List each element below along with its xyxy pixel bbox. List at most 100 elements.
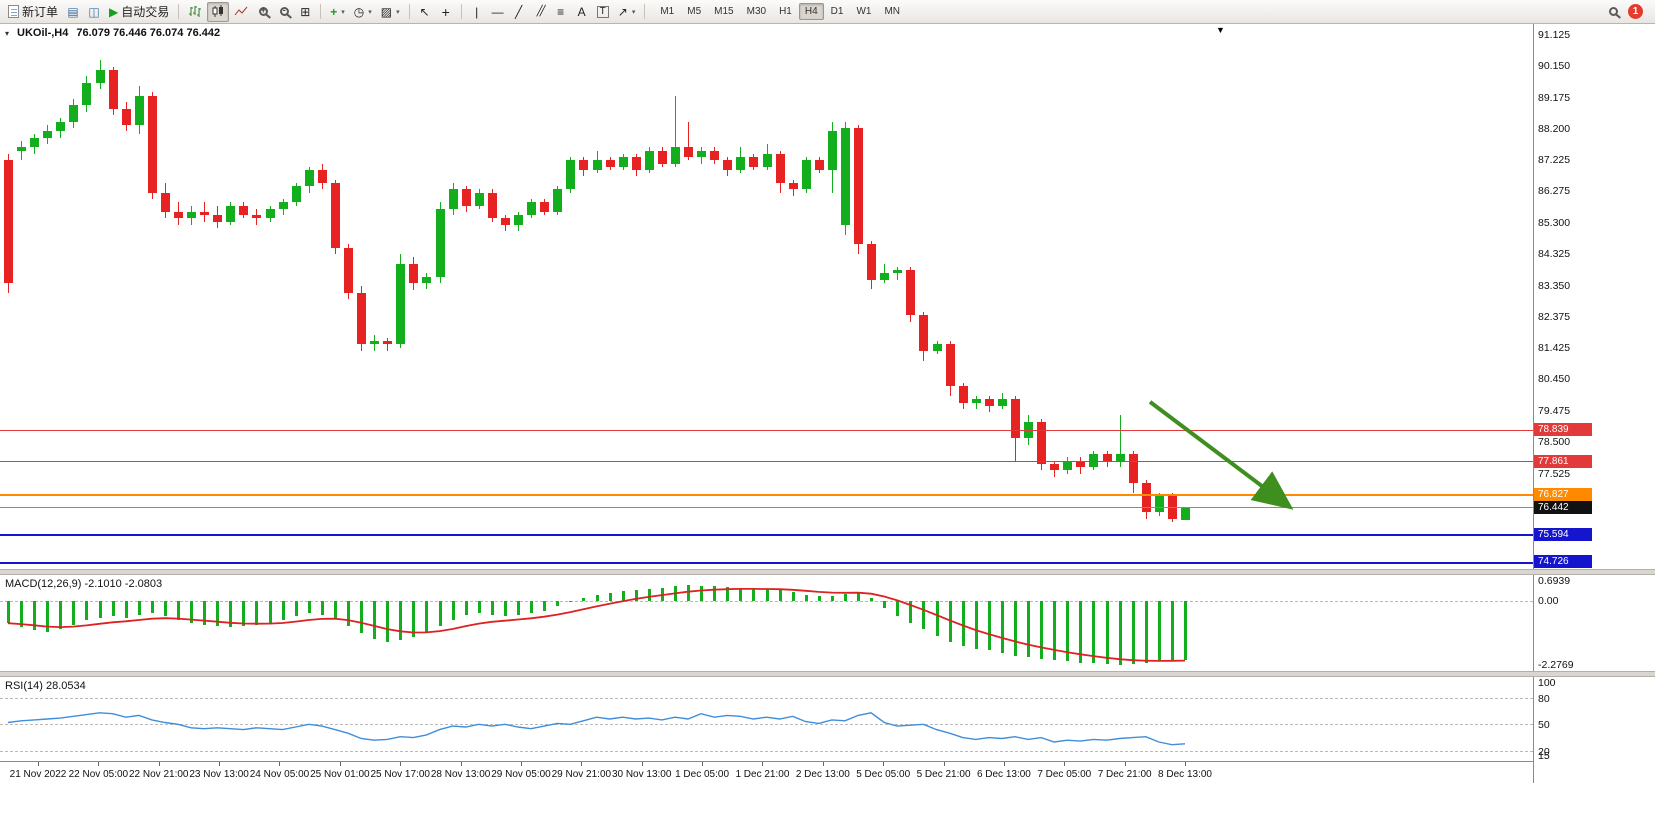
timeframe-button-h1[interactable]: H1 <box>779 6 792 17</box>
macd-histogram-bar <box>935 600 939 636</box>
navigator-button[interactable]: ◫ <box>84 2 104 22</box>
timeframe-button-d1[interactable]: D1 <box>830 6 844 17</box>
timeframe-button-w1[interactable]: W1 <box>856 6 872 17</box>
time-axis-label: 22 Nov 05:00 <box>68 769 129 780</box>
panel-divider[interactable] <box>0 671 1655 677</box>
market-watch-button[interactable]: ▤ <box>63 2 83 22</box>
fibonacci-button[interactable]: ≡ <box>551 2 571 22</box>
zoom-out-button[interactable]: - <box>274 2 294 22</box>
price-level-line[interactable] <box>0 461 1533 463</box>
time-axis-label: 6 Dec 13:00 <box>976 769 1031 780</box>
main-chart-panel[interactable]: ▾ UKOil-,H4 76.079 76.446 76.074 76.442 … <box>0 24 1533 569</box>
candle-up <box>827 131 837 170</box>
autotrading-button[interactable]: ▶ 自动交易 <box>105 2 173 22</box>
timeframe-button-m1[interactable]: M1 <box>660 6 675 17</box>
candle-down <box>788 182 798 190</box>
trend-arrow-annotation[interactable] <box>0 24 1533 569</box>
tile-windows-button[interactable]: ⊞ <box>295 2 315 22</box>
price-level-line[interactable] <box>0 534 1533 537</box>
candlestick-chart-button[interactable] <box>207 1 230 22</box>
candle-down <box>984 399 994 406</box>
time-axis-label: 29 Nov 21:00 <box>551 769 612 780</box>
macd-histogram-bar <box>111 600 115 617</box>
text-button[interactable]: A <box>572 2 592 22</box>
rsi-axis-label: 100 <box>1538 677 1556 689</box>
line-chart-button[interactable] <box>230 2 252 22</box>
chevron-down-icon: ▾ <box>368 8 372 16</box>
time-axis-label: 28 Nov 13:00 <box>430 769 491 780</box>
rsi-level-line <box>0 697 1533 699</box>
time-axis-tick <box>762 762 764 766</box>
price-level-line[interactable] <box>0 494 1533 497</box>
arrows-button[interactable]: ↗ ▾ <box>614 2 640 22</box>
candle-up <box>1063 460 1073 471</box>
macd-histogram-bar <box>203 600 207 625</box>
bar-chart-button[interactable] <box>184 2 206 22</box>
macd-histogram-bar <box>909 600 913 624</box>
macd-histogram-bar <box>320 600 324 615</box>
timeframe-button-m30[interactable]: M30 <box>746 6 767 17</box>
new-order-button[interactable]: 新订单 <box>4 2 62 22</box>
add-indicator-button[interactable]: + ▾ <box>326 2 349 22</box>
price-level-line[interactable] <box>0 429 1533 431</box>
periods-button[interactable]: ◷ ▾ <box>350 2 376 22</box>
template-icon: ▨ <box>380 4 393 19</box>
candle-down <box>1102 454 1112 461</box>
macd-axis[interactable]: 0.6939 0.00 -2.2769 <box>1533 575 1655 671</box>
zoom-in-button[interactable]: + <box>253 2 273 22</box>
macd-histogram-bar <box>1144 600 1148 663</box>
cursor-button[interactable]: ↖ <box>415 2 435 22</box>
time-axis-label: 24 Nov 05:00 <box>249 769 310 780</box>
crosshair-button[interactable]: + <box>436 2 456 22</box>
macd-histogram-bar <box>817 596 821 601</box>
candle-down <box>200 211 210 216</box>
price-axis-label: 78.500 <box>1538 436 1571 449</box>
horizontal-line-button[interactable]: — <box>488 2 508 22</box>
timeframe-button-m15[interactable]: M15 <box>714 6 734 17</box>
chart-shift-marker-icon[interactable]: ▼ <box>1216 25 1225 35</box>
candle-down <box>945 344 955 387</box>
notification-badge[interactable]: 1 <box>1628 4 1643 19</box>
vertical-line-button[interactable]: | <box>467 2 487 22</box>
candle-wick <box>204 202 206 222</box>
channel-button[interactable]: ╱╱ <box>530 2 550 22</box>
candle-up <box>56 121 66 132</box>
search-icon[interactable] <box>1609 7 1618 16</box>
macd-panel[interactable]: MACD(12,26,9) -2.1010 -2.0803 <box>0 575 1533 671</box>
template-button[interactable]: ▨ ▾ <box>377 2 404 22</box>
trendline-button[interactable]: ╱ <box>509 2 529 22</box>
panel-divider[interactable] <box>0 569 1655 575</box>
macd-histogram-bar <box>150 600 154 614</box>
text-icon: A <box>577 4 586 19</box>
price-tag: 74.726 <box>1534 555 1592 568</box>
macd-histogram-bar <box>399 600 403 641</box>
price-axis[interactable]: 78.839 77.861 76.827 76.442 75.594 74.726 91.1… <box>1533 24 1655 569</box>
candle-up <box>304 169 314 187</box>
macd-histogram-bar <box>857 592 861 601</box>
macd-histogram-bar <box>85 600 89 621</box>
timeframe-button-mn[interactable]: MN <box>884 6 901 17</box>
rsi-axis[interactable]: 100 80 50 20 15 <box>1533 677 1655 761</box>
candle-up <box>396 263 406 345</box>
macd-histogram-bar <box>1066 600 1070 662</box>
time-axis-label: 30 Nov 13:00 <box>611 769 672 780</box>
candle-up <box>82 82 92 106</box>
macd-histogram-bar <box>948 600 952 642</box>
candle-up <box>265 208 275 219</box>
rsi-panel[interactable]: RSI(14) 28.0534 <box>0 677 1533 761</box>
time-axis-tick <box>219 762 221 766</box>
symbol-dropdown-icon[interactable]: ▾ <box>5 28 10 38</box>
time-axis-label: 2 Dec 13:00 <box>795 769 850 780</box>
text-label-button[interactable]: T <box>593 2 613 22</box>
price-level-line[interactable] <box>0 562 1533 565</box>
timeframe-button-h4[interactable]: H4 <box>798 3 824 20</box>
price-level-line[interactable] <box>0 507 1533 509</box>
timeframe-button-m5[interactable]: M5 <box>687 6 702 17</box>
candle-up <box>30 137 40 148</box>
macd-histogram-bar <box>268 600 272 624</box>
macd-histogram-bar <box>294 600 298 617</box>
price-axis-label: 84.325 <box>1538 248 1571 261</box>
time-axis[interactable]: 21 Nov 2022 22 Nov 05:00 22 Nov 21:00 23 No… <box>0 761 1533 783</box>
price-axis-label: 87.225 <box>1538 154 1571 167</box>
rsi-level-line <box>0 750 1533 752</box>
